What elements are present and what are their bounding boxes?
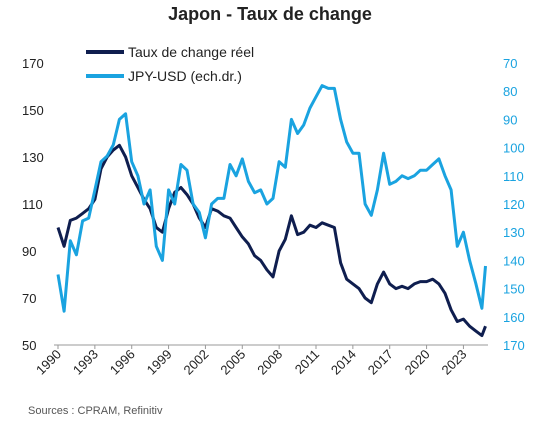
series-line bbox=[56, 143, 487, 338]
y2-tick-label: 110 bbox=[503, 169, 524, 184]
y2-tick-label: 170 bbox=[503, 338, 525, 353]
legend-label: JPY-USD (ech.dr.) bbox=[128, 68, 242, 84]
x-tick-label: 2020 bbox=[402, 347, 433, 378]
y2-tick-label: 120 bbox=[503, 197, 525, 212]
x-tick-label: 1999 bbox=[144, 347, 175, 378]
y-tick-label: 130 bbox=[22, 150, 44, 165]
x-tick-label: 2005 bbox=[217, 347, 248, 378]
x-tick-label: 1996 bbox=[107, 347, 138, 378]
y2-tick-label: 100 bbox=[503, 141, 525, 156]
x-tick-label: 2014 bbox=[328, 347, 359, 378]
y2-tick-label: 150 bbox=[503, 282, 525, 297]
chart-title: Japon - Taux de change bbox=[168, 4, 372, 24]
y2-tick-label: 130 bbox=[503, 225, 525, 240]
y2-tick-label: 70 bbox=[503, 56, 517, 71]
y-tick-label: 90 bbox=[22, 244, 36, 259]
y-tick-label: 150 bbox=[22, 103, 44, 118]
y2-tick-label: 140 bbox=[503, 253, 525, 268]
x-tick-label: 2008 bbox=[254, 347, 285, 378]
x-tick-label: 2002 bbox=[180, 347, 211, 378]
y-tick-label: 110 bbox=[22, 197, 43, 212]
series-line bbox=[56, 84, 487, 313]
y-tick-label: 50 bbox=[22, 338, 36, 353]
x-tick-label: 1990 bbox=[33, 347, 64, 378]
y2-tick-label: 80 bbox=[503, 84, 517, 99]
x-tick-label: 2023 bbox=[438, 347, 469, 378]
y2-tick-label: 160 bbox=[503, 310, 525, 325]
y2-tick-label: 90 bbox=[503, 112, 517, 127]
y-tick-label: 70 bbox=[22, 291, 36, 306]
y-tick-label: 170 bbox=[22, 56, 44, 71]
source-note: Sources : CPRAM, Refinitiv bbox=[28, 405, 163, 417]
x-tick-label: 2011 bbox=[292, 347, 322, 377]
x-tick-label: 1993 bbox=[70, 347, 101, 378]
legend-label: Taux de change réel bbox=[128, 44, 254, 60]
x-tick-label: 2017 bbox=[365, 347, 396, 378]
